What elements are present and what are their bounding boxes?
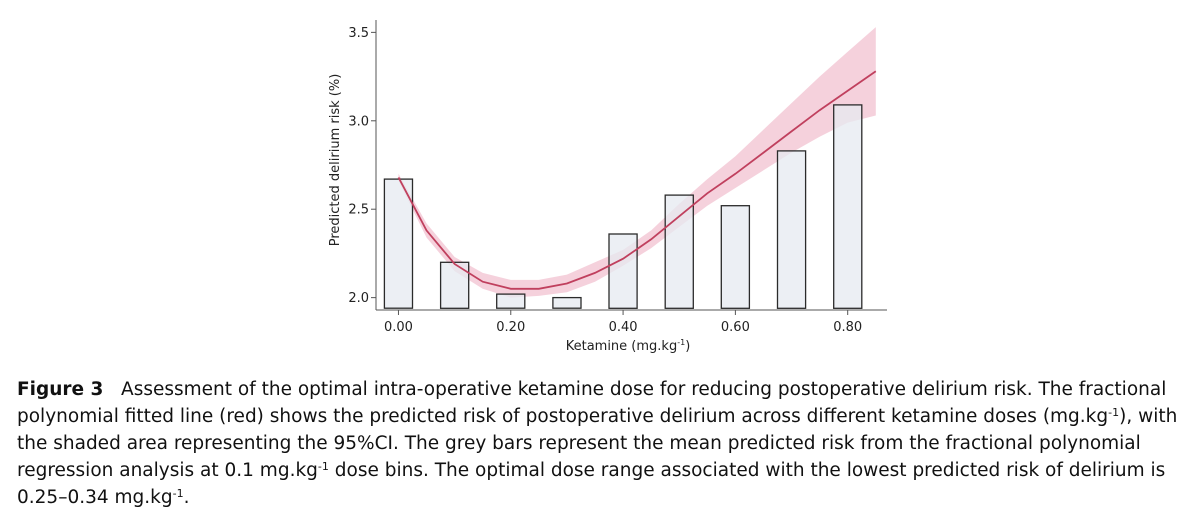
fit-line [397, 70, 877, 290]
bar-6 [720, 205, 751, 309]
caption-text-3: dose bins. The optimal dose range associ… [17, 460, 1166, 508]
bar-4 [608, 233, 638, 309]
figure-label: Figure 3 [17, 379, 104, 400]
bar-0 [383, 178, 414, 309]
y-tick-label-3: 3.5 [348, 26, 369, 41]
bar-8 [833, 104, 863, 309]
chart: 2.0 2.5 3.0 3.5 0.00 0.20 0.40 0.60 0.80 Predict… [328, 20, 887, 354]
bar-7 [776, 150, 807, 309]
bar-3 [552, 296, 582, 309]
y-tick-label-2: 3.0 [348, 114, 369, 129]
fit-line-layer [397, 70, 877, 290]
x-tick-label-0: 0.00 [384, 320, 413, 335]
caption-text-2: ), with the shaded area representing the… [17, 406, 1178, 481]
x-tick-label-1: 0.20 [496, 320, 525, 335]
x-tick-label-4: 0.80 [833, 320, 862, 335]
y-axis-label: Predicted delirium risk (%) [328, 74, 343, 247]
figure-caption: Figure 3 Assessment of the optimal intra… [17, 376, 1187, 511]
caption-sup-3: -1 [172, 487, 184, 500]
x-tick-label-3: 0.60 [721, 320, 750, 335]
x-axis-label-superscript: -1 [677, 338, 685, 347]
y-tick-label-1: 2.5 [348, 203, 369, 218]
bar-5 [664, 194, 694, 309]
caption-sup-2: -1 [317, 460, 329, 473]
caption-text-4: . [183, 487, 190, 508]
caption-text-1: Assessment of the optimal intra-operativ… [17, 379, 1167, 427]
x-axis-label: Ketamine (mg.kg-1) [566, 338, 691, 354]
y-tick-label-0: 2.0 [348, 291, 369, 306]
x-tick-label-2: 0.40 [609, 320, 638, 335]
caption-sup-1: -1 [1108, 406, 1120, 419]
bar-layer [383, 104, 863, 309]
axes: 2.0 2.5 3.0 3.5 0.00 0.20 0.40 0.60 0.80 [348, 20, 887, 335]
bar-2 [496, 293, 526, 309]
